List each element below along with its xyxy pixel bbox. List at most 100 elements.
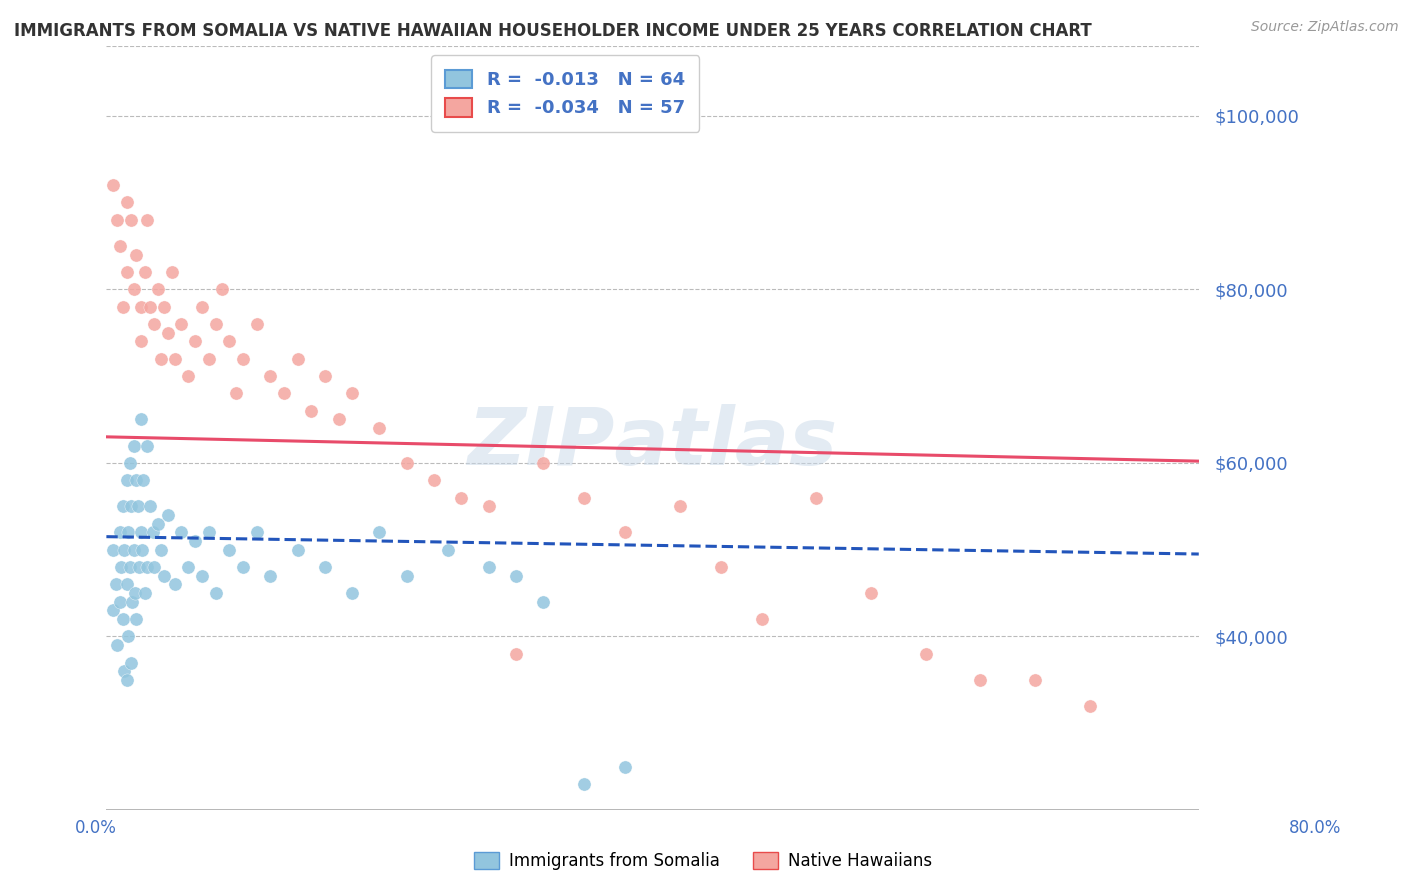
Point xyxy=(340,586,363,600)
Point xyxy=(395,456,418,470)
Point xyxy=(129,300,152,314)
Point xyxy=(148,516,170,531)
Point xyxy=(122,542,145,557)
Point xyxy=(128,560,150,574)
Point xyxy=(669,500,692,514)
Text: 80.0%: 80.0% xyxy=(1288,819,1341,837)
Point xyxy=(204,586,226,600)
Point xyxy=(103,178,125,193)
Point xyxy=(152,300,174,314)
Point xyxy=(122,282,145,296)
Point xyxy=(914,647,936,661)
Point xyxy=(806,491,828,505)
Point xyxy=(478,500,501,514)
Point xyxy=(134,586,156,600)
Point xyxy=(118,456,141,470)
Point xyxy=(122,438,145,452)
Point xyxy=(125,247,148,261)
Point xyxy=(170,317,193,331)
Legend: R =  -0.013   N = 64, R =  -0.034   N = 57: R = -0.013 N = 64, R = -0.034 N = 57 xyxy=(430,55,699,132)
Point xyxy=(125,473,148,487)
Text: 0.0%: 0.0% xyxy=(75,819,117,837)
Legend: Immigrants from Somalia, Native Hawaiians: Immigrants from Somalia, Native Hawaiian… xyxy=(467,845,939,877)
Point xyxy=(143,317,166,331)
Point xyxy=(191,300,214,314)
Point xyxy=(225,386,247,401)
Point xyxy=(136,560,159,574)
Point xyxy=(259,369,281,384)
Point xyxy=(478,560,501,574)
Point xyxy=(156,326,179,340)
Point xyxy=(104,577,127,591)
Point xyxy=(273,386,295,401)
Point xyxy=(139,300,162,314)
Point xyxy=(129,412,152,426)
Point xyxy=(198,525,221,540)
Point xyxy=(136,212,159,227)
Point xyxy=(211,282,233,296)
Point xyxy=(232,351,254,366)
Point xyxy=(191,568,214,582)
Point xyxy=(115,673,138,687)
Point xyxy=(574,777,596,791)
Point xyxy=(117,630,139,644)
Point xyxy=(184,534,207,549)
Point xyxy=(710,560,733,574)
Point xyxy=(142,525,165,540)
Point xyxy=(614,760,637,774)
Point xyxy=(395,568,418,582)
Point xyxy=(115,473,138,487)
Point xyxy=(108,525,131,540)
Point xyxy=(860,586,883,600)
Point xyxy=(198,351,221,366)
Point xyxy=(127,500,149,514)
Point xyxy=(129,334,152,349)
Point xyxy=(259,568,281,582)
Point xyxy=(108,239,131,253)
Point xyxy=(436,542,458,557)
Point xyxy=(245,317,267,331)
Point xyxy=(134,265,156,279)
Point xyxy=(969,673,991,687)
Point xyxy=(368,421,391,435)
Point xyxy=(150,351,173,366)
Point xyxy=(120,656,142,670)
Point xyxy=(368,525,391,540)
Point xyxy=(163,577,186,591)
Point xyxy=(218,542,240,557)
Point xyxy=(204,317,226,331)
Point xyxy=(184,334,207,349)
Point xyxy=(156,508,179,522)
Point xyxy=(531,595,554,609)
Point xyxy=(574,491,596,505)
Point xyxy=(1024,673,1046,687)
Point xyxy=(110,560,132,574)
Point xyxy=(314,369,336,384)
Point xyxy=(505,647,527,661)
Point xyxy=(299,404,322,418)
Point xyxy=(121,595,143,609)
Point xyxy=(340,386,363,401)
Point xyxy=(136,438,159,452)
Point xyxy=(614,525,637,540)
Point xyxy=(177,369,200,384)
Text: Source: ZipAtlas.com: Source: ZipAtlas.com xyxy=(1251,20,1399,34)
Point xyxy=(287,542,309,557)
Point xyxy=(314,560,336,574)
Point xyxy=(115,195,138,210)
Point xyxy=(112,664,135,678)
Point xyxy=(111,500,134,514)
Point xyxy=(143,560,166,574)
Point xyxy=(111,300,134,314)
Point xyxy=(160,265,183,279)
Point xyxy=(132,473,155,487)
Point xyxy=(124,586,146,600)
Point xyxy=(450,491,472,505)
Point xyxy=(115,577,138,591)
Point xyxy=(105,212,128,227)
Point xyxy=(105,638,128,652)
Point xyxy=(103,603,125,617)
Point xyxy=(108,595,131,609)
Point xyxy=(177,560,200,574)
Point xyxy=(505,568,527,582)
